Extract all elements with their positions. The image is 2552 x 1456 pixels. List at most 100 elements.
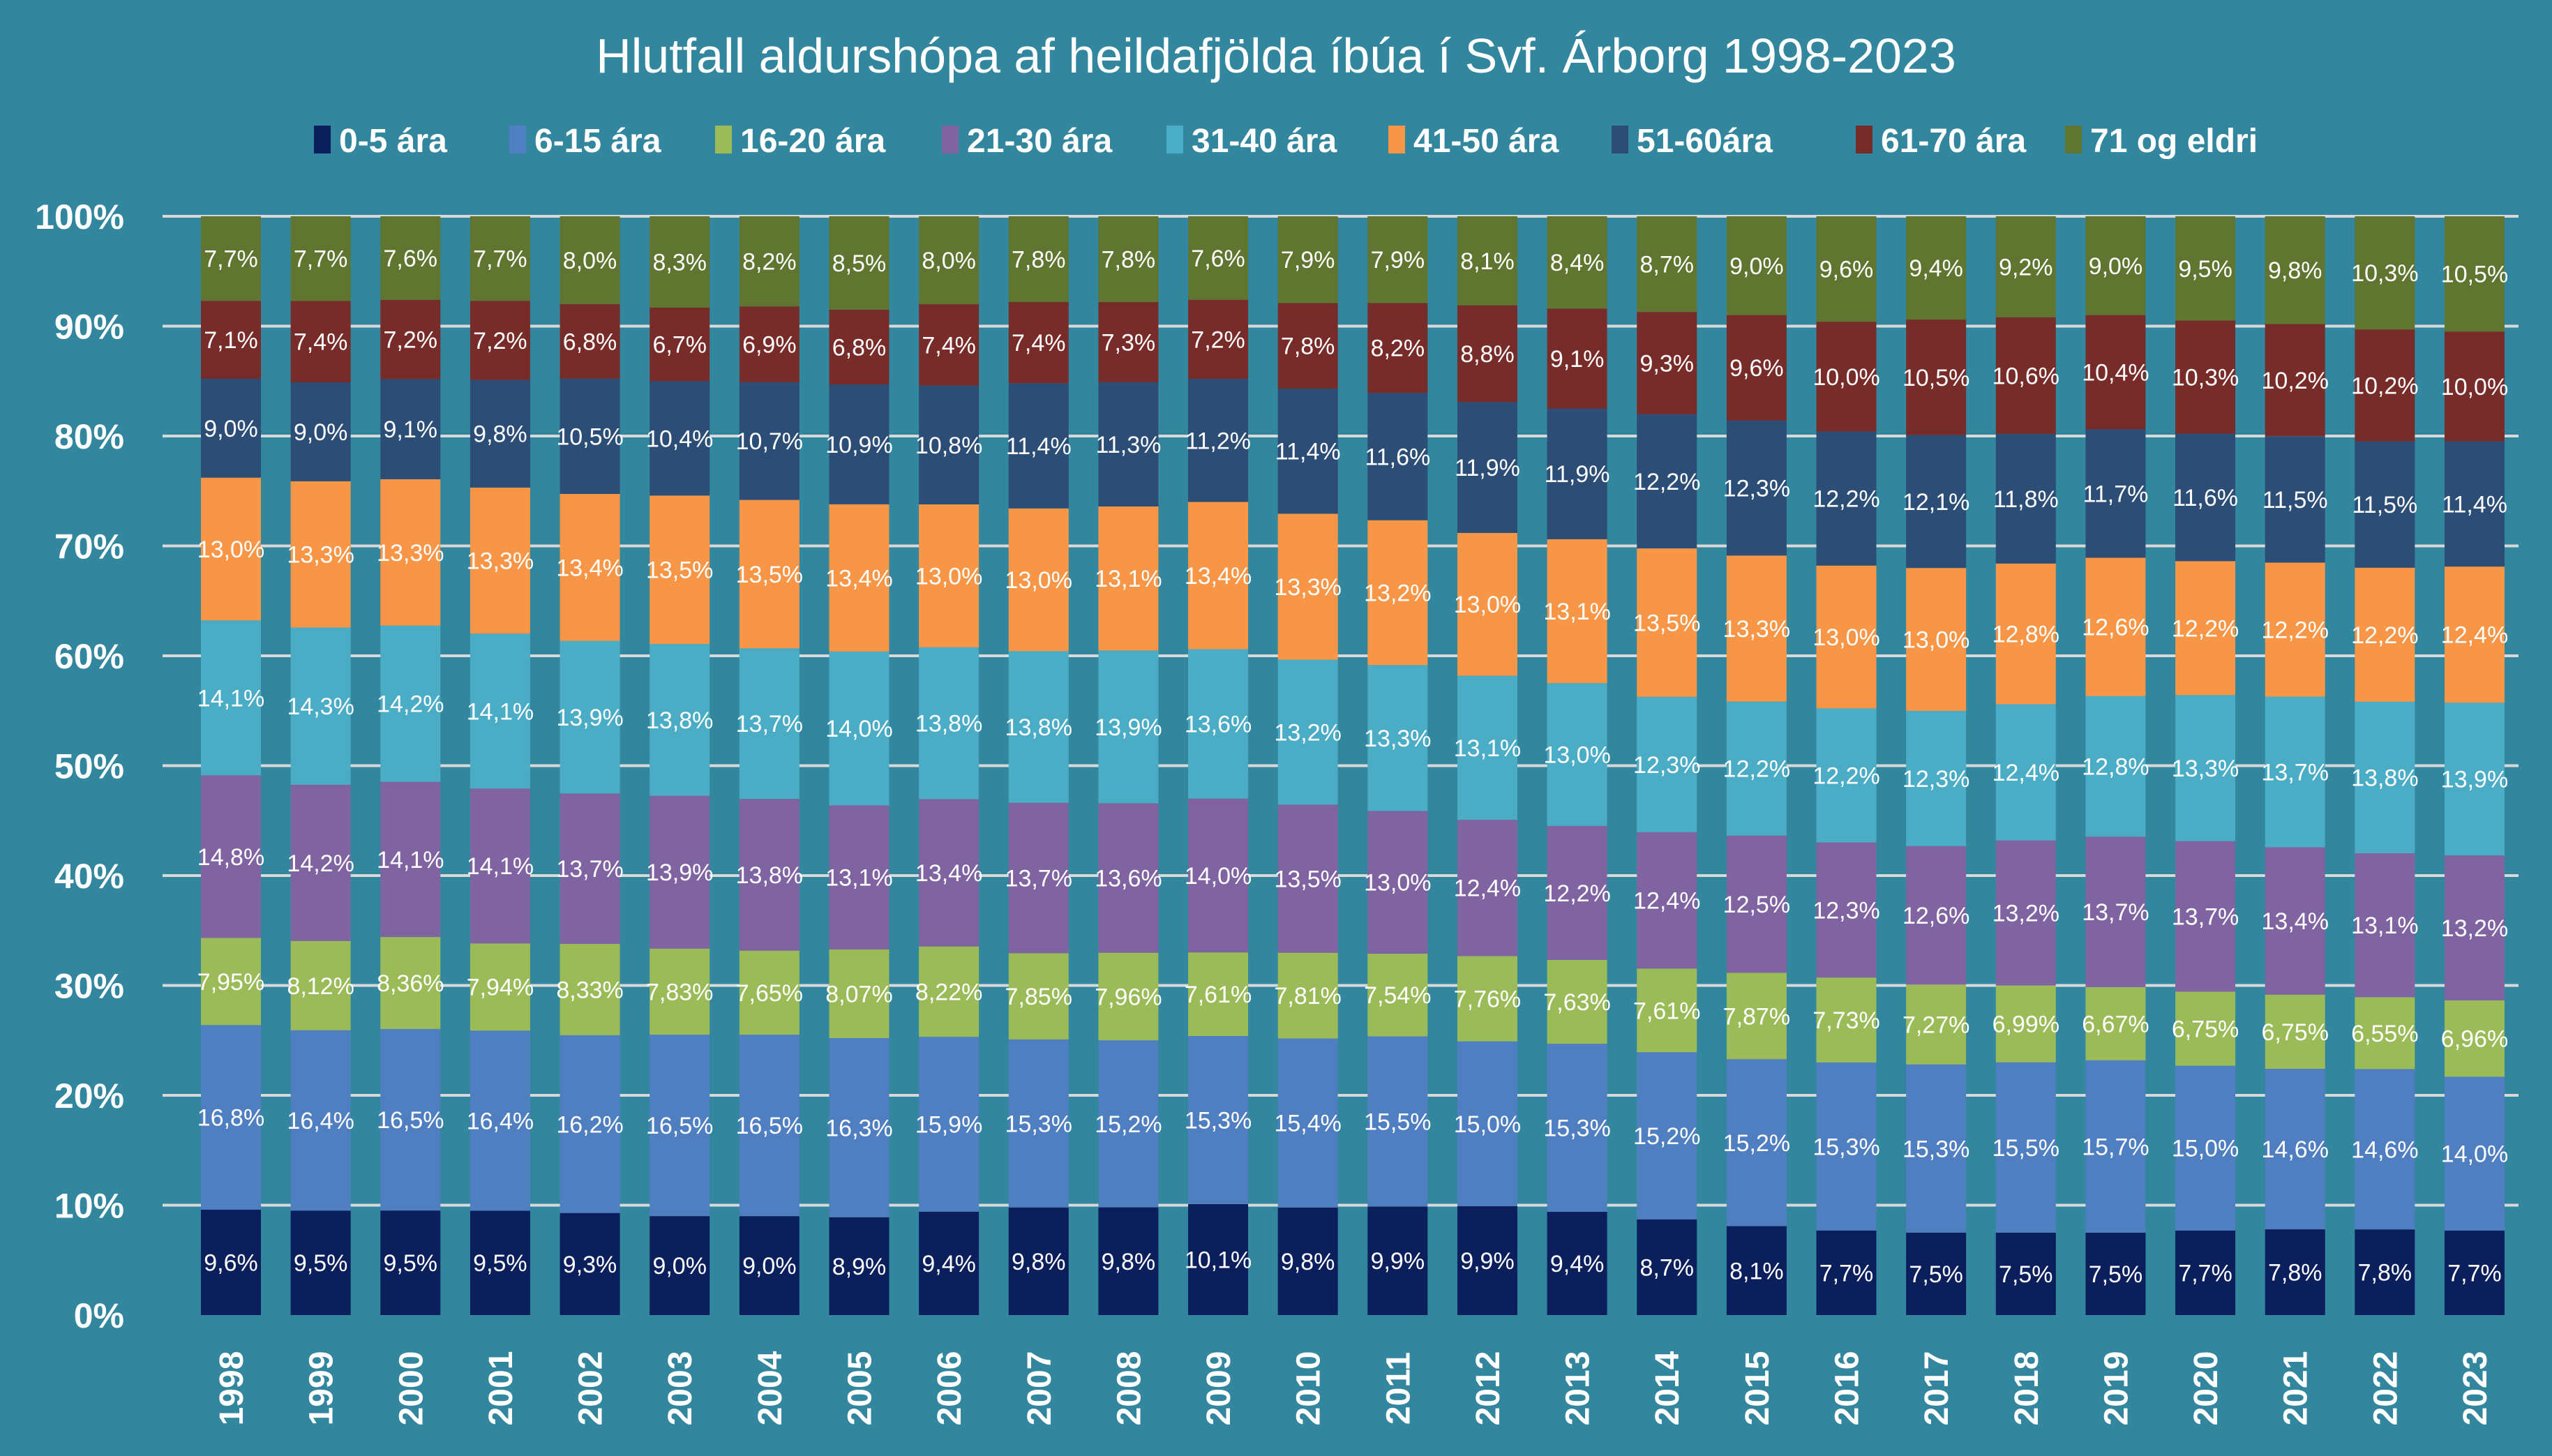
bar-segment [1547, 1044, 1607, 1212]
data-label: 7,94% [467, 975, 534, 1001]
data-label: 7,61% [1633, 998, 1700, 1024]
bar-segment [1816, 842, 1877, 978]
data-label: 8,2% [742, 249, 797, 276]
data-label: 13,2% [2441, 915, 2508, 942]
data-label: 12,6% [2082, 615, 2149, 641]
bar-stack-2013: 9,4% 15,3% 7,63% 12,2% 13,0% 13,1% 11,9% 9,1% 8,… [1543, 216, 1611, 1315]
data-label: 13,7% [736, 711, 803, 737]
bar-stack-2017: 7,5% 15,3% 7,27% 12,6% 12,3% 13,0% 12,1% 10,5% 9… [1902, 216, 1969, 1315]
bar-segment [1547, 825, 1607, 960]
data-label: 8,4% [1550, 250, 1605, 276]
data-label: 16,4% [287, 1108, 354, 1134]
data-label: 12,8% [1992, 622, 2059, 648]
bar-segment [2175, 1230, 2236, 1315]
bar-segment [2175, 320, 2236, 434]
bar-segment [1816, 1230, 1877, 1315]
bar-segment [2175, 695, 2236, 841]
bar-segment [1008, 802, 1069, 954]
bar-segment [1816, 708, 1877, 843]
data-label: 13,8% [915, 711, 982, 737]
data-label: 10,4% [646, 426, 713, 452]
bar-segment [1098, 216, 1159, 302]
bar-segment [2265, 1069, 2325, 1230]
bar-segment [650, 216, 710, 308]
bar-segment [2265, 1229, 2325, 1315]
data-label: 8,0% [563, 248, 617, 274]
legend-label: 16-20 ára [740, 123, 885, 160]
data-label: 13,3% [1364, 726, 1431, 752]
data-label: 9,6% [204, 1249, 258, 1276]
y-tick-label: 0% [74, 1296, 124, 1335]
bar-segment [2445, 216, 2505, 332]
bar-segment [1995, 704, 2056, 841]
data-label: 12,2% [1723, 756, 1790, 783]
bar-segment [1188, 952, 1249, 1036]
bar-segment [1457, 820, 1517, 956]
data-label: 11,6% [1365, 444, 1430, 470]
bar-segment [2265, 696, 2325, 848]
data-label: 9,8% [1102, 1249, 1156, 1275]
legend-label: 71 og eldri [2090, 123, 2258, 160]
data-label: 12,2% [1812, 486, 1879, 513]
bar-segment [1188, 798, 1249, 953]
data-label: 7,8% [1281, 333, 1335, 360]
data-label: 9,5% [473, 1250, 527, 1277]
data-label: 15,3% [1902, 1136, 1969, 1162]
data-label: 10,5% [1902, 365, 1969, 391]
bar-segment [829, 805, 890, 950]
bar-segment [829, 309, 890, 385]
bar-segment [1995, 1232, 2056, 1315]
x-tick-label: 2010 [1291, 1351, 1328, 1426]
data-label: 9,1% [384, 416, 438, 443]
bar-segment [2445, 441, 2505, 567]
bar-segment [1726, 1226, 1787, 1315]
data-label: 12,4% [1992, 760, 2059, 786]
bar-segment [2355, 216, 2415, 330]
bar-segment [2445, 566, 2505, 703]
data-label: 7,87% [1723, 1003, 1790, 1030]
bar-segment [1277, 303, 1338, 389]
y-tick-label: 30% [54, 967, 124, 1006]
chart-title: Hlutfall aldurshópa af heildafjölda íbúa… [596, 29, 1956, 83]
bar-segment [290, 382, 351, 481]
bar-segment [2355, 997, 2415, 1070]
data-label: 10,0% [1812, 364, 1879, 391]
data-label: 12,3% [1723, 476, 1790, 502]
data-label: 7,4% [922, 332, 976, 359]
bar-segment [2085, 1232, 2146, 1315]
data-label: 15,4% [1274, 1111, 1341, 1137]
bar-segment [1726, 973, 1787, 1060]
data-label: 13,5% [736, 562, 803, 588]
bar-segment [739, 500, 800, 649]
bar-segment [1726, 420, 1787, 556]
bar-segment [380, 1210, 441, 1315]
data-label: 13,4% [1185, 563, 1252, 590]
bar-segment [1188, 299, 1249, 380]
data-label: 8,0% [922, 248, 976, 274]
bar-segment [560, 640, 620, 794]
data-label: 11,9% [1545, 461, 1610, 488]
data-label: 15,3% [1543, 1116, 1610, 1142]
data-label: 7,4% [1012, 330, 1066, 357]
data-label: 14,0% [1185, 863, 1252, 890]
bar-segment [1008, 953, 1069, 1040]
bar-stack-2015: 8,1% 15,2% 7,87% 12,5% 12,2% 13,3% 12,3% 9,6% 9,… [1723, 216, 1790, 1315]
bar-segment [1906, 435, 1967, 569]
data-label: 9,8% [473, 421, 527, 448]
data-label: 14,2% [287, 850, 354, 877]
bar-segment [1726, 315, 1787, 421]
y-tick-label: 100% [35, 197, 124, 237]
bar-segment [1457, 956, 1517, 1042]
bar-segment [201, 477, 261, 621]
bar-segment [201, 378, 261, 478]
bar-segment [2445, 1000, 2505, 1077]
data-label: 7,5% [1999, 1261, 2053, 1288]
data-label: 6,7% [652, 332, 707, 359]
x-tick-label: 2011 [1380, 1352, 1417, 1425]
data-label: 14,0% [2441, 1141, 2508, 1168]
bar-segment [1008, 508, 1069, 652]
data-label: 9,0% [204, 416, 258, 442]
bar-segment [739, 950, 800, 1035]
bar-segment [1008, 383, 1069, 509]
bar-segment [290, 216, 351, 301]
